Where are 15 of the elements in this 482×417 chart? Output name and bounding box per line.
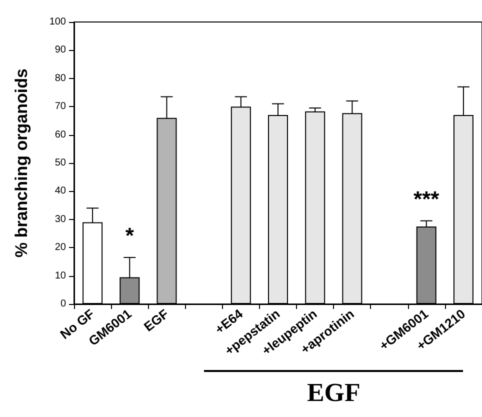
y-axis-title: % branching organoids (12, 68, 31, 258)
y-tick-label: 60 (54, 129, 66, 140)
text: EGF (306, 378, 362, 408)
y-tick-label: 40 (54, 186, 66, 197)
annotation: * (125, 222, 134, 248)
y-tick-label: 20 (54, 242, 66, 254)
y-tick-label: 50 (54, 158, 66, 168)
y-tick-label: 30 (54, 214, 66, 225)
annotation: *** (414, 186, 440, 212)
y-tick-label: 90 (54, 44, 66, 56)
y-tick-label: 0 (60, 298, 66, 310)
y-tick-label: 80 (54, 72, 66, 84)
y-tick-label: 10 (54, 270, 66, 282)
y-tick-label: 70 (54, 101, 66, 112)
y-tick-label: 100 (49, 16, 66, 28)
